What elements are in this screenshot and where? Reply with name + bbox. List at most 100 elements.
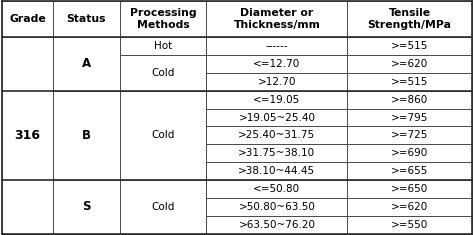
Text: >=690: >=690 [391,148,428,158]
Bar [119,37,207,55]
Bar [207,55,347,73]
Bar [347,216,472,234]
Bar [207,198,347,216]
Text: >31.75~38.10: >31.75~38.10 [238,148,316,158]
Bar [2,162,53,180]
Text: <=12.70: <=12.70 [253,59,301,69]
Bar [53,180,119,198]
Text: <=50.80: <=50.80 [253,184,301,194]
Bar [2,198,53,216]
Text: >=860: >=860 [391,95,428,105]
Bar [119,91,207,180]
Text: >63.50~76.20: >63.50~76.20 [238,220,315,230]
Bar [119,180,207,198]
Bar [53,216,119,234]
Bar [2,126,53,144]
Text: Tensile
Strength/MPa: Tensile Strength/MPa [367,8,451,30]
Text: >=725: >=725 [391,130,428,140]
Bar [2,37,53,55]
Bar [53,180,119,234]
Text: Cold: Cold [151,130,175,140]
Bar [2,1,53,37]
Text: >25.40~31.75: >25.40~31.75 [238,130,316,140]
Bar [347,73,472,91]
Text: ------: ------ [265,41,288,51]
Text: Hot: Hot [154,41,172,51]
Bar [2,180,53,198]
Bar [2,91,53,109]
Text: >50.80~63.50: >50.80~63.50 [238,202,315,212]
Bar [119,55,207,91]
Bar [207,216,347,234]
Bar [119,180,207,234]
Bar [347,37,472,55]
Text: <=19.05: <=19.05 [253,95,301,105]
Bar [119,162,207,180]
Bar [207,91,347,109]
Bar [119,73,207,91]
Text: S: S [82,200,91,213]
Bar [2,73,53,91]
Bar [207,126,347,144]
Text: >=655: >=655 [391,166,428,176]
Bar [119,37,207,55]
Text: >=620: >=620 [391,202,428,212]
Text: >=550: >=550 [391,220,428,230]
Text: 316: 316 [15,129,40,142]
Bar [347,198,472,216]
Bar [347,126,472,144]
Bar [207,144,347,162]
Text: >=620: >=620 [391,59,428,69]
Bar [119,55,207,73]
Bar [53,162,119,180]
Text: >=515: >=515 [391,77,428,87]
Text: A: A [82,57,91,70]
Bar [207,109,347,126]
Bar [119,126,207,144]
Bar [207,73,347,91]
Text: >=795: >=795 [391,113,428,122]
Text: >=515: >=515 [391,41,428,51]
Text: B: B [82,129,91,142]
Bar [119,216,207,234]
Bar [347,55,472,73]
Bar [347,180,472,198]
Text: Grade: Grade [9,14,46,24]
Bar [2,216,53,234]
Bar [2,109,53,126]
Text: Status: Status [66,14,106,24]
Bar [53,109,119,126]
Bar [2,37,53,234]
Text: >12.70: >12.70 [258,77,296,87]
Text: Diameter or
Thickness/mm: Diameter or Thickness/mm [234,8,320,30]
Bar [53,144,119,162]
Bar [53,37,119,91]
Bar [119,198,207,216]
Text: Cold: Cold [151,202,175,212]
Bar [2,55,53,73]
Bar [53,126,119,144]
Bar [53,198,119,216]
Bar [347,91,472,109]
Text: >38.10~44.45: >38.10~44.45 [238,166,316,176]
Bar [207,1,347,37]
Bar [119,144,207,162]
Bar [207,180,347,198]
Bar [119,1,207,37]
Bar [207,162,347,180]
Text: >19.05~25.40: >19.05~25.40 [238,113,315,122]
Bar [53,55,119,73]
Bar [347,162,472,180]
Bar [347,144,472,162]
Text: Processing
Methods: Processing Methods [130,8,196,30]
Bar [119,91,207,109]
Bar [53,37,119,55]
Bar [2,144,53,162]
Bar [53,73,119,91]
Text: Cold: Cold [151,68,175,78]
Text: >=650: >=650 [391,184,428,194]
Bar [207,37,347,55]
Bar [53,91,119,109]
Bar [53,91,119,180]
Bar [347,1,472,37]
